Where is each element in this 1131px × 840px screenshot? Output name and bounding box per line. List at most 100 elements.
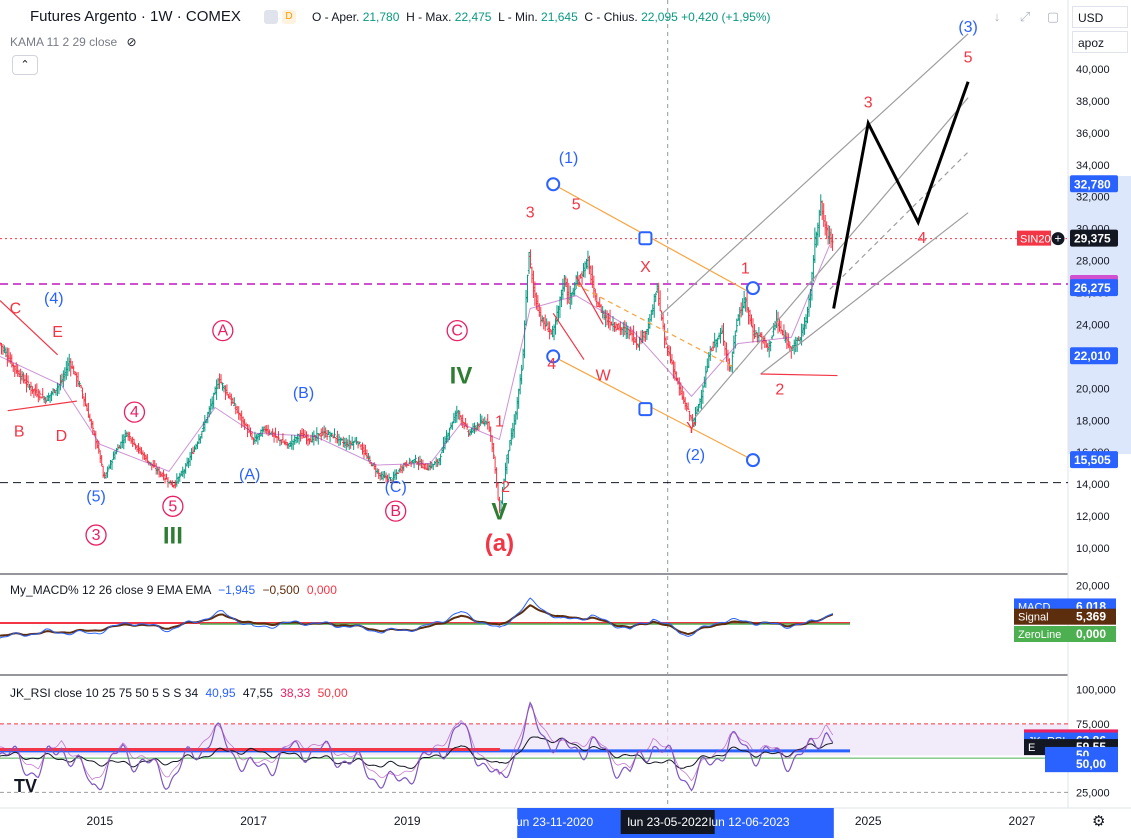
trend-line — [0, 300, 59, 356]
wave-label: 4 — [918, 230, 927, 247]
rsi-axis-label-box — [1045, 756, 1118, 773]
trend-line — [575, 284, 738, 370]
price-axis-label: 15,505 — [1074, 453, 1111, 467]
wave-label: 3 — [92, 527, 101, 544]
macd-line — [0, 597, 834, 639]
price-tick-label: 32,000 — [1076, 192, 1110, 204]
high-value: 22,475 — [454, 10, 492, 24]
macd-axis-label-name: ZeroLine — [1018, 629, 1061, 641]
high-label: H - Max. — [406, 10, 452, 24]
rsi-legend[interactable]: JK_RSI close 10 25 75 50 5 S S 34 40,95 … — [10, 686, 348, 700]
trend-line — [829, 151, 969, 290]
wave-label: III — [163, 522, 183, 549]
trend-line — [552, 183, 754, 295]
collapse-legend-button[interactable]: ⌃ — [12, 55, 38, 75]
low-value: 21,645 — [541, 10, 578, 24]
wave-label: (a) — [485, 530, 514, 557]
price-axis-label-box — [1070, 229, 1118, 247]
rsi-title: JK_RSI close 10 25 75 50 5 S S 34 — [10, 686, 199, 700]
wave-label: 4 — [547, 356, 556, 373]
time-highlight-label: lun 23-11-2020 — [513, 815, 593, 829]
change-value: +0,420 (+1,95%) — [681, 10, 771, 24]
channel-anchor-circle — [745, 453, 760, 468]
channel-anchor-circle — [745, 281, 760, 296]
price-axis-label: 29,375 — [1074, 232, 1111, 246]
price-tick-label: 24,000 — [1076, 319, 1110, 331]
badge-delayed[interactable]: D — [282, 10, 296, 24]
eye-off-icon[interactable]: ⊘ — [126, 35, 137, 49]
wave-label: 5 — [168, 498, 177, 515]
wave-label-circle — [446, 319, 468, 342]
symbol-title[interactable]: Futures Argento · 1W · COMEX — [30, 8, 241, 25]
macd-value-2: −0,500 — [262, 583, 300, 597]
tradingview-logo: TV — [14, 776, 38, 796]
time-highlight-label: lun 12-06-2023 — [709, 815, 790, 829]
macd-title: My_MACD% 12 26 close 9 EMA EMA — [10, 583, 211, 597]
wave-label: (1) — [559, 150, 579, 167]
price-tick-label: 28,000 — [1076, 256, 1110, 268]
trend-line — [552, 312, 585, 360]
close-label: C - Chius. — [584, 10, 638, 24]
price-tick-label: 34,000 — [1076, 160, 1110, 172]
rsi-axis-label-name: E — [1028, 742, 1035, 754]
wave-label: B — [390, 503, 401, 520]
wave-label: B — [14, 423, 25, 440]
open-value: 21,780 — [362, 10, 400, 24]
wave-label: Y — [686, 420, 697, 437]
rsi-tick-label: 25,000 — [1076, 787, 1110, 799]
wave-label: (5) — [86, 489, 106, 506]
time-tick-label: 2019 — [394, 814, 421, 828]
channel-anchor-circle — [546, 349, 561, 364]
rsi-value-2: 47,55 — [242, 686, 273, 700]
badge-primary[interactable] — [264, 10, 278, 24]
kama-legend[interactable]: KAMA 11 2 29 close ⊘ — [10, 35, 137, 49]
rsi-value-1: 40,95 — [205, 686, 236, 700]
price-tick-label: 20,000 — [1076, 383, 1110, 395]
close-value: 22,095 — [641, 10, 678, 24]
price-tick-label: 40,000 — [1076, 64, 1110, 76]
wave-label: A — [217, 323, 228, 340]
macd-value-1: −1,945 — [218, 583, 256, 597]
time-highlight-label: lun 23-05-2022 — [627, 815, 708, 829]
time-tick-label: 2027 — [1009, 814, 1036, 828]
price-tick-label: 12,000 — [1076, 511, 1110, 523]
add-alert-icon — [1050, 231, 1066, 247]
macd-legend[interactable]: My_MACD% 12 26 close 9 EMA EMA −1,945 −0… — [10, 583, 337, 597]
settings-gear-icon[interactable]: ⚙ — [1092, 813, 1106, 830]
price-tick-label: 36,000 — [1076, 128, 1110, 140]
price-axis-label: 22,010 — [1074, 349, 1111, 363]
trend-line — [694, 97, 969, 418]
trend-line — [575, 276, 604, 325]
scale-mode-select[interactable]: apoz — [1072, 31, 1128, 53]
wave-label: 3 — [864, 94, 873, 111]
kama-line — [0, 244, 831, 472]
wave-label: 1 — [741, 260, 750, 277]
rsi-tick-label: 75,000 — [1076, 719, 1110, 731]
price-axis-label-box — [1070, 347, 1118, 365]
fullscreen-icon[interactable]: ⤢ — [1019, 9, 1031, 24]
crosshair-time-box — [620, 810, 715, 834]
macd-axis-label-box — [1014, 608, 1116, 625]
price-tick-label: 18,000 — [1076, 415, 1110, 427]
forecast-path — [832, 81, 970, 309]
wave-label: 4 — [130, 404, 139, 421]
wave-label: X — [640, 259, 651, 276]
wave-label: (3) — [958, 19, 978, 36]
channel-anchor-circle — [546, 177, 561, 192]
download-icon[interactable]: ↓ — [993, 9, 1001, 24]
wave-label: D — [56, 428, 68, 445]
wave-label: W — [596, 367, 612, 384]
low-label: L - Min. — [498, 10, 538, 24]
trend-line — [7, 400, 77, 412]
maximize-icon[interactable]: ▢ — [1046, 9, 1060, 24]
price-tick-label: 10,000 — [1076, 543, 1110, 555]
scale-mode-value: apoz — [1078, 36, 1105, 50]
currency-value: USD — [1078, 11, 1104, 25]
symbol-title-text: Futures Argento · 1W · COMEX — [30, 8, 241, 25]
macd-value-3: 0,000 — [306, 583, 337, 597]
wave-label: C — [451, 323, 463, 340]
macd-axis-label-value: 0,000 — [1076, 627, 1106, 641]
currency-select[interactable]: USD — [1072, 6, 1128, 28]
wave-label: 5 — [964, 50, 973, 67]
